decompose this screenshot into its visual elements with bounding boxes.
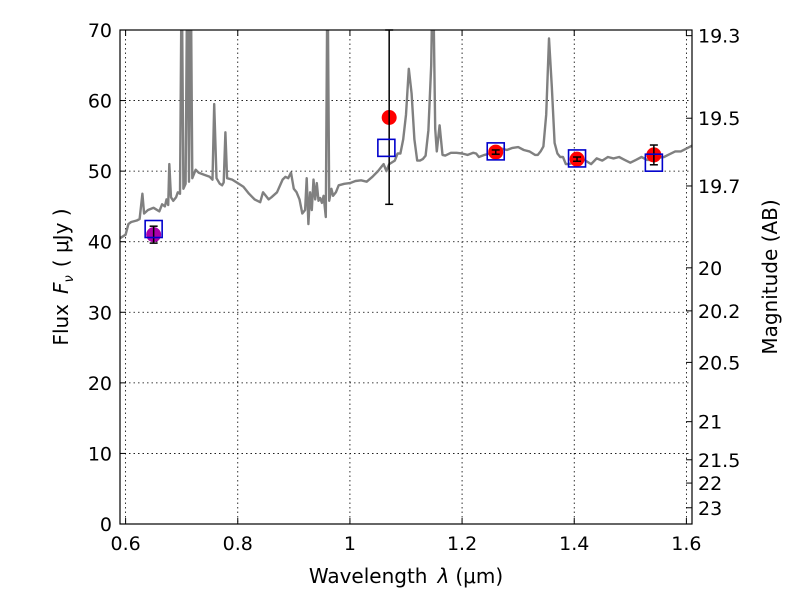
y2-tick-label: 19.3 — [698, 26, 740, 48]
y-tick-label: 50 — [88, 161, 112, 183]
x-tick-label: 1.2 — [447, 533, 477, 555]
x-tick-label: 0.6 — [110, 533, 140, 555]
y-tick-label: 70 — [88, 20, 112, 42]
y-tick-label: 40 — [88, 232, 112, 254]
synthetic-square — [144, 219, 163, 239]
synthetic-square — [486, 142, 506, 161]
y-tick-label: 60 — [88, 91, 112, 113]
y2-tick-label: 21 — [698, 412, 722, 434]
y-tick-label: 0 — [100, 514, 112, 536]
x-tick-label: 1.6 — [671, 533, 701, 555]
synthetic-square — [567, 149, 587, 168]
right-axis-title: Magnitude (AB) — [758, 199, 782, 354]
x-axis-title: Wavelength λ (μm) — [309, 564, 503, 588]
x-tick-label: 1.4 — [559, 533, 589, 555]
y-tick-label: 30 — [88, 302, 112, 324]
x-tick-label: 1 — [344, 533, 356, 555]
y2-tick-label: 20 — [698, 258, 722, 280]
x-tick-label: 0.8 — [223, 533, 253, 555]
plot-area — [120, 30, 692, 240]
spectrum-line — [120, 30, 692, 240]
y2-tick-label: 19.7 — [698, 176, 740, 198]
y-axis-title: FluxFν( μJy ) — [49, 208, 77, 345]
y-tick-label: 20 — [88, 373, 112, 395]
axes: 0.6 0.8 1 1.2 1.4 1.6 0 10 20 30 40 50 60 70 19.3 19.5 1… — [88, 20, 741, 555]
synthetic-square — [644, 153, 664, 172]
y2-tick-label: 19.5 — [698, 108, 740, 130]
y2-tick-label: 23 — [698, 498, 722, 520]
y-tick-label: 10 — [88, 443, 112, 465]
y2-tick-label: 22 — [698, 473, 722, 495]
synthetic-square — [377, 138, 396, 158]
plot-frame — [119, 29, 693, 525]
y2-tick-label: 21.5 — [698, 450, 740, 472]
y2-tick-label: 20.5 — [698, 352, 740, 374]
y2-tick-label: 20.2 — [698, 301, 740, 323]
marker-layer — [144, 29, 664, 244]
